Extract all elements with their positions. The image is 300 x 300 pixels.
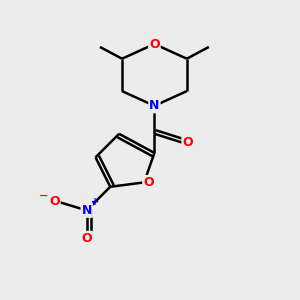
Text: O: O: [81, 232, 92, 245]
Text: −: −: [39, 191, 49, 201]
Text: O: O: [49, 195, 60, 208]
Text: O: O: [149, 38, 160, 50]
Text: +: +: [91, 197, 99, 207]
Text: N: N: [149, 99, 160, 112]
Text: O: O: [143, 176, 154, 189]
Text: O: O: [182, 136, 193, 149]
Text: N: N: [82, 204, 92, 217]
